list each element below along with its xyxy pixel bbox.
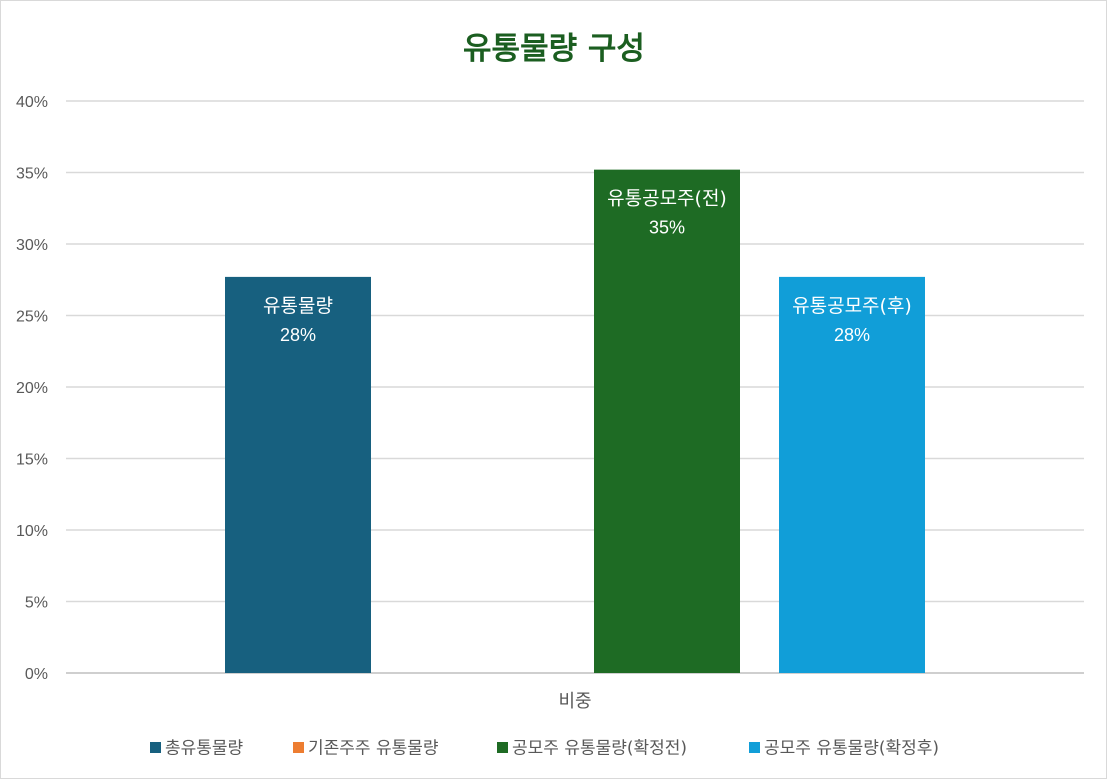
legend: 총유통물량 기존주주 유통물량 공모주 유통물량(확정전) 공모주 유통물량(확정후) [150, 739, 939, 759]
x-category-label: 비중 [558, 691, 591, 712]
y-tick-label: 35% [16, 166, 48, 183]
legend-swatch [150, 742, 161, 753]
data-label-value: 28% [280, 325, 316, 345]
y-tick-label: 30% [16, 237, 48, 254]
y-tick-label: 40% [16, 94, 48, 111]
y-tick-label: 25% [16, 309, 48, 326]
data-label-value: 35% [649, 218, 685, 238]
y-tick-label: 10% [16, 523, 48, 540]
data-label-name: 유통물량 [263, 295, 333, 317]
gridlines [66, 100, 1084, 674]
legend-item-label: 기존주주 유통물량 [308, 739, 439, 759]
legend-swatch [497, 742, 508, 753]
legend-item-label: 공모주 유통물량(확정전) [512, 739, 687, 759]
bar [225, 276, 371, 673]
legend-swatch [749, 742, 760, 753]
bar [594, 169, 740, 673]
y-axis-ticks: 0% 5% 10% 15% 20% 25% 30% 35% 40% [16, 94, 48, 683]
data-labels: 유통물량 28% 유통공모주(전) 35% 유통공모주(후) 28% [263, 188, 912, 345]
y-tick-label: 15% [16, 452, 48, 469]
y-tick-label: 5% [25, 595, 48, 612]
chart-title: 유통물량 구성 [463, 31, 645, 67]
legend-item-label: 총유통물량 [165, 739, 244, 759]
bar [779, 276, 925, 673]
data-label-name: 유통공모주(전) [607, 188, 727, 210]
bars [225, 169, 925, 673]
y-tick-label: 0% [25, 666, 48, 683]
data-label-name: 유통공모주(후) [792, 295, 912, 317]
legend-swatch [293, 742, 304, 753]
legend-item-label: 공모주 유통물량(확정후) [764, 739, 939, 759]
y-tick-label: 20% [16, 380, 48, 397]
data-label-value: 28% [834, 325, 870, 345]
